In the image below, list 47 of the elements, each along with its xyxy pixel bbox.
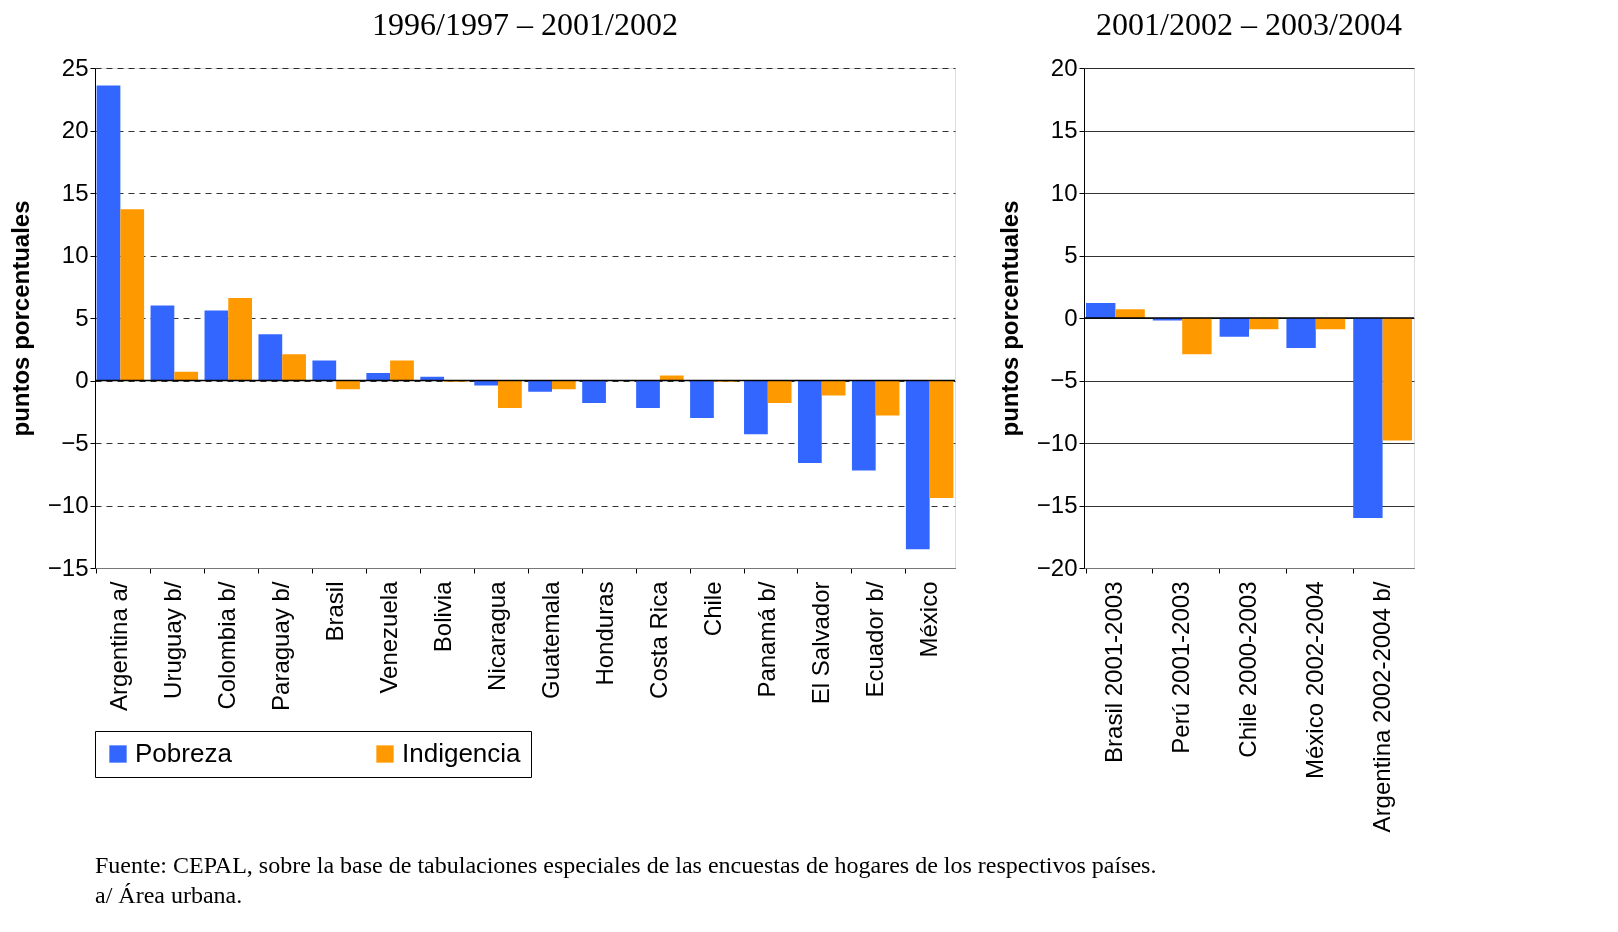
y-tick-label: 0: [75, 366, 89, 393]
y-tick-label: 15: [1050, 116, 1078, 143]
x-tick-label: Perú 2001-2003: [1167, 581, 1195, 754]
y-tick-label: −5: [1050, 366, 1078, 393]
legend-label: Pobreza: [135, 738, 233, 768]
x-tick-label: Colombia b/: [213, 581, 241, 710]
x-tick-label: Argentina 2002-2004 b/: [1367, 581, 1395, 833]
x-tick-label: Brasil: [321, 581, 349, 642]
x-tick-label: Bolivia: [429, 580, 457, 653]
x-tick-label: Brasil 2001-2003: [1100, 581, 1128, 763]
y-tick-label: −20: [1036, 553, 1078, 581]
x-tick-label: Panamá b/: [752, 581, 780, 698]
x-tick-label: Venezuela: [375, 580, 403, 694]
y-axis-title: puntos porcentuales: [995, 200, 1023, 437]
x-tick-label: Uruguay b/: [159, 581, 187, 699]
y-tick-label: 0: [1064, 303, 1078, 331]
y-tick-label: −10: [47, 491, 89, 518]
y-tick-label: 10: [61, 241, 89, 268]
y-tick-label: −15: [47, 553, 89, 581]
chart-title: 1996/1997 – 2001/2002: [372, 6, 678, 42]
x-tick-label: México 2002-2004: [1300, 581, 1328, 779]
y-tick-label: 20: [1050, 53, 1078, 81]
legend-label: Indigencia: [402, 738, 522, 768]
x-tick-label: El Salvador: [806, 581, 834, 705]
x-tick-label: Chile: [698, 581, 726, 637]
y-tick-label: 5: [75, 303, 89, 331]
x-tick-label: Ecuador b/: [860, 581, 888, 698]
x-tick-label: Costa Rica: [644, 580, 672, 699]
x-tick-label: Nicaragua: [483, 580, 511, 691]
y-tick-label: 5: [1064, 241, 1078, 268]
text: a/ Área urbana.: [95, 882, 243, 908]
source-note: Fuente: CEPAL, sobre la base de tabulaciones especiales de las encuestas de hogares de los respectivos países.: [95, 852, 1157, 878]
x-tick-label: Chile 2000-2003: [1234, 581, 1261, 758]
y-tick-label: −15: [1036, 491, 1078, 518]
y-tick-label: 10: [1050, 178, 1078, 206]
y-tick-label: −5: [61, 428, 89, 456]
x-tick-label: Guatemala: [536, 580, 564, 699]
x-tick-label: México: [914, 581, 942, 658]
y-axis-title: puntos porcentuales: [6, 200, 34, 437]
x-tick-label: Honduras: [590, 581, 618, 686]
x-tick-label: Paraguay b/: [267, 581, 295, 711]
x-tick-label: Argentina a/: [105, 581, 133, 711]
chart-title: 2001/2002 – 2003/2004: [1096, 6, 1402, 42]
y-tick-label: 20: [61, 116, 89, 143]
y-tick-label: 15: [61, 178, 89, 206]
y-tick-label: −10: [1036, 428, 1078, 456]
y-tick-label: 25: [61, 53, 89, 81]
